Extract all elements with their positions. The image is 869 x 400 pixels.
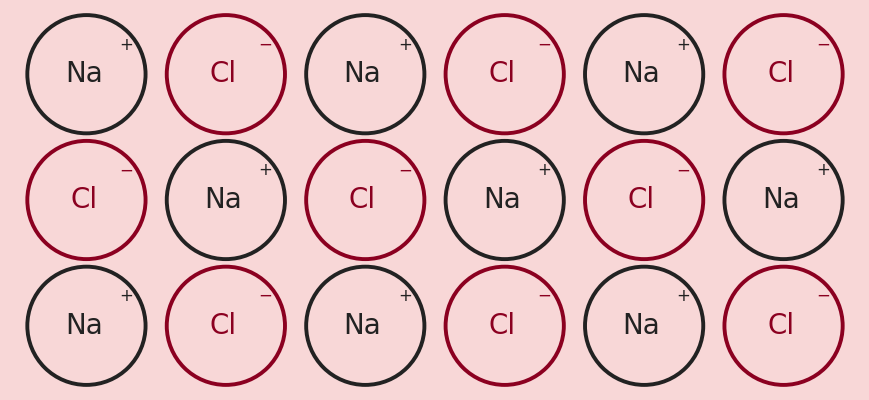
Text: Cl: Cl [488, 312, 515, 340]
Ellipse shape [445, 267, 563, 385]
Text: +: + [676, 36, 690, 54]
Ellipse shape [584, 141, 702, 259]
Ellipse shape [306, 15, 424, 133]
Text: Na: Na [621, 60, 660, 88]
Text: Cl: Cl [70, 186, 97, 214]
Ellipse shape [167, 15, 285, 133]
Text: −: − [258, 287, 272, 305]
Text: Cl: Cl [766, 312, 793, 340]
Ellipse shape [27, 141, 145, 259]
Text: Na: Na [343, 60, 381, 88]
Text: Na: Na [621, 312, 660, 340]
Text: +: + [258, 161, 272, 179]
Text: Na: Na [64, 312, 103, 340]
Text: +: + [815, 161, 829, 179]
Text: −: − [119, 161, 133, 179]
Ellipse shape [306, 267, 424, 385]
Ellipse shape [724, 15, 842, 133]
Text: −: − [258, 36, 272, 54]
Text: Na: Na [482, 186, 521, 214]
Ellipse shape [445, 15, 563, 133]
Text: Na: Na [204, 186, 242, 214]
Ellipse shape [584, 267, 702, 385]
Text: +: + [119, 36, 133, 54]
Text: Cl: Cl [209, 60, 236, 88]
Text: +: + [119, 287, 133, 305]
Text: +: + [676, 287, 690, 305]
Ellipse shape [724, 267, 842, 385]
Text: Na: Na [64, 60, 103, 88]
Ellipse shape [445, 141, 563, 259]
Ellipse shape [27, 267, 145, 385]
Ellipse shape [724, 141, 842, 259]
Ellipse shape [167, 267, 285, 385]
Ellipse shape [306, 141, 424, 259]
Ellipse shape [27, 15, 145, 133]
Ellipse shape [584, 15, 702, 133]
Text: Cl: Cl [627, 186, 654, 214]
Text: −: − [815, 287, 829, 305]
Text: Cl: Cl [209, 312, 236, 340]
Text: Cl: Cl [488, 60, 515, 88]
Text: −: − [397, 161, 411, 179]
Text: Na: Na [761, 186, 799, 214]
Text: +: + [397, 36, 411, 54]
Text: −: − [815, 36, 829, 54]
Text: Cl: Cl [348, 186, 375, 214]
Text: −: − [537, 36, 550, 54]
Text: Na: Na [343, 312, 381, 340]
Text: −: − [537, 287, 550, 305]
Text: −: − [676, 161, 690, 179]
Ellipse shape [167, 141, 285, 259]
Text: +: + [537, 161, 550, 179]
Text: Cl: Cl [766, 60, 793, 88]
Text: +: + [397, 287, 411, 305]
